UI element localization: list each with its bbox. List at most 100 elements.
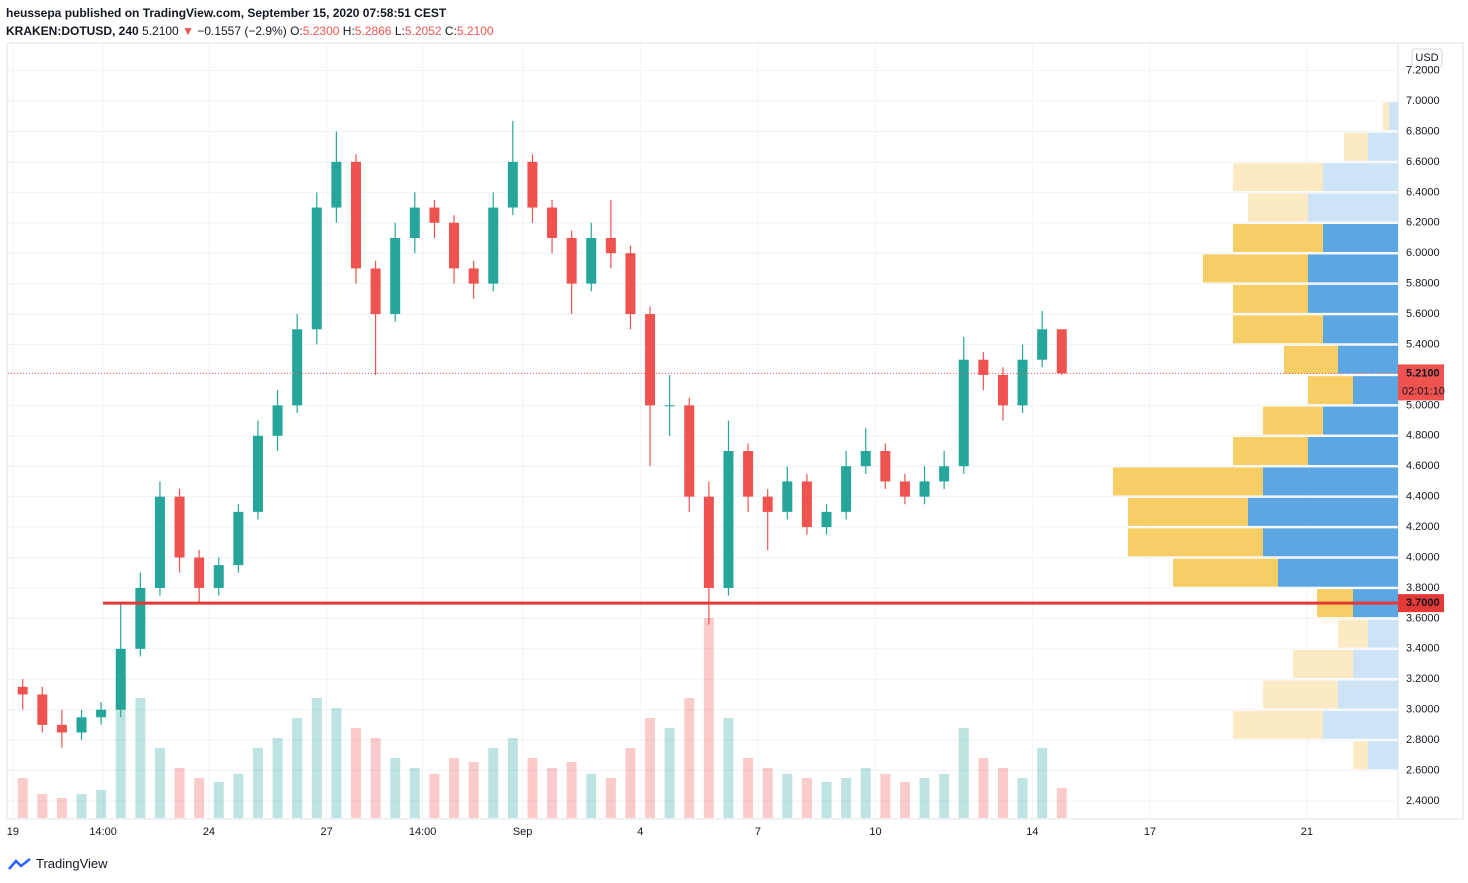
volume-bar xyxy=(605,778,616,818)
volume-bar xyxy=(449,758,460,818)
volume-bar xyxy=(841,778,852,818)
publisher: heussepa published on TradingView.com, S… xyxy=(6,4,494,22)
volume-bar xyxy=(154,748,165,818)
volume-bar xyxy=(1017,778,1028,818)
y-tick-label: 3.6000 xyxy=(1406,612,1440,624)
profile-up xyxy=(1353,650,1398,679)
profile-up xyxy=(1368,741,1398,770)
candle-body xyxy=(233,511,244,566)
candle-body xyxy=(684,405,695,497)
volume-bar xyxy=(272,738,283,818)
candle-body xyxy=(899,481,910,497)
profile-down xyxy=(1353,741,1368,770)
candle-body xyxy=(174,496,185,558)
o-label: O: xyxy=(290,24,303,38)
candle-body xyxy=(449,222,460,269)
profile-down xyxy=(1233,315,1323,344)
candle-body xyxy=(919,481,930,497)
volume-bar xyxy=(1037,748,1048,818)
profile-down xyxy=(1233,437,1308,466)
x-tick-label: Sep xyxy=(513,826,533,838)
profile-up xyxy=(1263,467,1398,496)
x-tick-label: 14:00 xyxy=(89,826,117,838)
last: 5.2100 xyxy=(142,24,179,38)
candle-body xyxy=(331,161,342,208)
y-tick-label: 6.2000 xyxy=(1406,217,1440,229)
volume-bar xyxy=(625,748,636,818)
volume-bar xyxy=(292,718,303,818)
profile-down xyxy=(1173,558,1278,587)
high: 5.2866 xyxy=(354,24,392,38)
profile-up xyxy=(1263,528,1398,557)
change: −0.1557 (−2.9%) xyxy=(197,24,287,38)
x-tick-label: 21 xyxy=(1301,826,1313,838)
profile-down xyxy=(1248,193,1308,222)
c-label: C: xyxy=(444,24,457,38)
volume-bar xyxy=(233,774,244,818)
y-tick-label: 3.4000 xyxy=(1406,643,1440,655)
volume-bar xyxy=(409,768,420,818)
candle-body xyxy=(939,466,950,482)
profile-down xyxy=(1128,497,1248,526)
candle-body xyxy=(213,565,224,588)
volume-bar xyxy=(56,798,67,818)
volume-bar xyxy=(566,762,577,818)
volume-bar xyxy=(390,758,401,818)
profile-down xyxy=(1263,680,1338,709)
x-tick-label: 17 xyxy=(1144,826,1156,838)
profile-down xyxy=(1233,710,1323,739)
profile-up xyxy=(1323,315,1398,344)
profile-down xyxy=(1128,528,1263,557)
symbol-line: KRAKEN:DOTUSD, 240 5.2100 ▼ −0.1557 (−2.… xyxy=(6,22,494,40)
x-tick-label: 24 xyxy=(203,826,215,838)
profile-up xyxy=(1278,558,1398,587)
currency-box xyxy=(1411,48,1443,68)
profile-up xyxy=(1353,376,1398,405)
y-tick-label: 5.4000 xyxy=(1406,338,1440,350)
logo xyxy=(8,857,31,870)
x-tick-label: 14 xyxy=(1026,826,1038,838)
volume-bar xyxy=(880,774,891,818)
volume-bar xyxy=(37,794,48,818)
y-tick-label: 3.0000 xyxy=(1406,704,1440,716)
volume-bar xyxy=(723,718,734,818)
candle-body xyxy=(997,374,1008,406)
y-tick-label: 3.2000 xyxy=(1406,673,1440,685)
profile-down xyxy=(1338,619,1368,648)
y-tick-label: 6.6000 xyxy=(1406,156,1440,168)
candle-body xyxy=(76,717,87,733)
profile-up xyxy=(1248,497,1398,526)
candle-body xyxy=(350,161,361,269)
candle-body xyxy=(566,237,577,284)
candle-body xyxy=(958,359,969,467)
y-tick-label: 2.4000 xyxy=(1406,795,1440,807)
volume-bar xyxy=(919,778,930,818)
y-tick-label: 4.8000 xyxy=(1406,430,1440,442)
candle-body xyxy=(370,268,381,315)
y-tick-label: 5.8000 xyxy=(1406,278,1440,290)
close: 5.2100 xyxy=(456,24,494,38)
volume-bar xyxy=(899,782,910,818)
candle-body xyxy=(37,694,48,725)
candle-body xyxy=(390,237,401,315)
last-price-label: 5.2100 xyxy=(1406,367,1440,379)
volume-bar xyxy=(350,728,361,818)
profile-down xyxy=(1233,163,1323,192)
profile-down xyxy=(1203,254,1308,283)
volume-bar xyxy=(429,774,440,818)
x-tick-label: 10 xyxy=(869,826,881,838)
profile-up xyxy=(1308,437,1398,466)
x-tick-label: 27 xyxy=(320,826,332,838)
candle-body xyxy=(311,207,322,330)
volume-bar xyxy=(939,774,950,818)
candle-body xyxy=(664,405,675,407)
y-tick-label: 7.0000 xyxy=(1406,95,1440,107)
candle-body xyxy=(56,724,67,733)
y-tick-label: 6.4000 xyxy=(1406,186,1440,198)
volume-bar xyxy=(507,738,518,818)
y-tick-label: 6.0000 xyxy=(1406,247,1440,259)
x-tick-label: 14:00 xyxy=(409,826,437,838)
candle-body xyxy=(468,268,479,284)
profile-up xyxy=(1389,102,1398,131)
